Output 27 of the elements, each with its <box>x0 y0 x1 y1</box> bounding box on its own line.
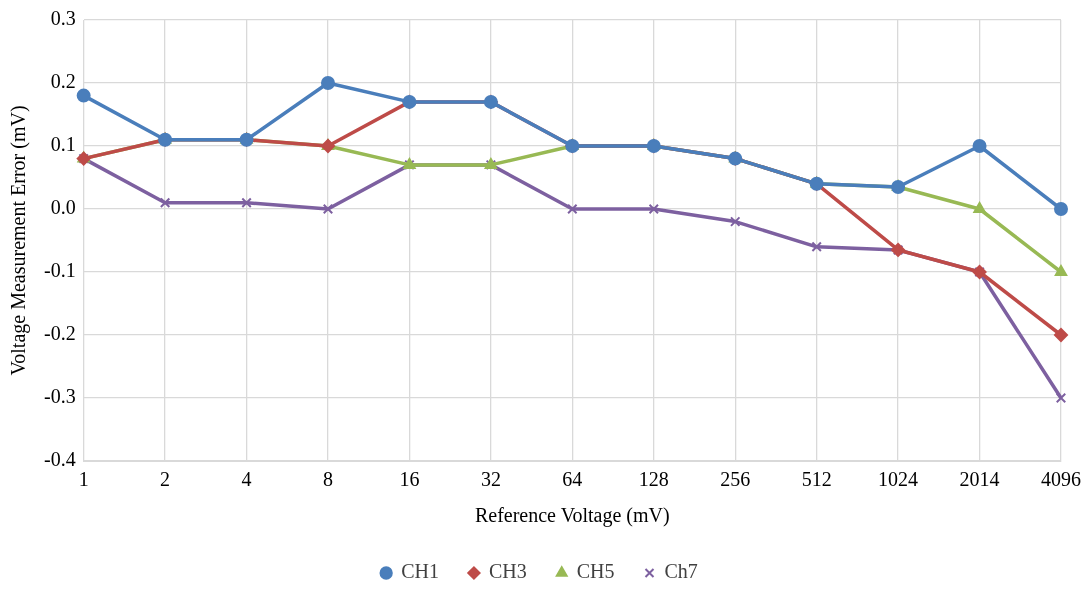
x-tick-label: 128 <box>638 468 669 491</box>
x-tick-label: 32 <box>480 468 501 491</box>
y-tick-label: -0.2 <box>43 322 76 345</box>
y-tick-label: 0.3 <box>50 7 76 30</box>
x-tick-label: 1 <box>78 468 89 491</box>
x-tick-label: 8 <box>323 468 333 491</box>
legend-label: Ch7 <box>664 560 698 583</box>
y-tick-label: -0.1 <box>43 259 76 282</box>
x-tick-label: 2 <box>160 468 171 491</box>
x-tick-label: 1024 <box>878 468 919 491</box>
y-tick-label: 0.0 <box>50 196 76 219</box>
x-tick-label: 2014 <box>959 468 1000 491</box>
x-tick-label: 16 <box>399 468 420 491</box>
y-tick-label: -0.3 <box>43 385 76 408</box>
x-axis-title: Reference Voltage (mV) <box>474 504 670 528</box>
legend-label: CH5 <box>576 560 615 583</box>
x-tick-label: 4096 <box>1041 468 1081 491</box>
x-tick-label: 512 <box>801 468 832 491</box>
y-tick-label: 0.1 <box>50 133 76 156</box>
x-tick-label: 256 <box>720 468 751 491</box>
legend-label: CH3 <box>488 560 527 583</box>
y-tick-label: -0.4 <box>43 448 76 471</box>
x-tick-label: 64 <box>562 468 583 491</box>
y-tick-label: 0.2 <box>50 70 76 93</box>
x-tick-label: 4 <box>241 468 252 491</box>
y-axis-title: Voltage Measurement Error (mV) <box>7 105 31 376</box>
legend-label: CH1 <box>401 560 439 583</box>
